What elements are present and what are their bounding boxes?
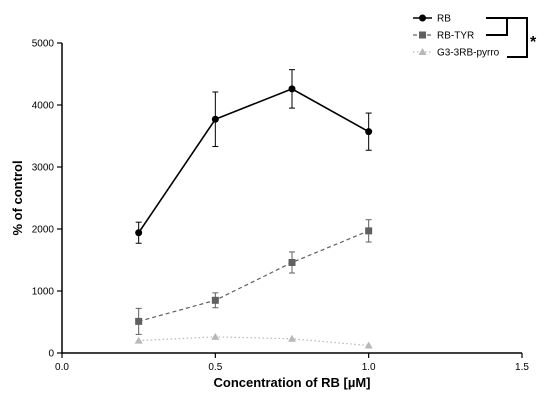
legend: RB RB-TYR G3-3RB-pyrro: [413, 14, 500, 59]
x-tick-label: 0.0: [55, 362, 69, 373]
series-0: [135, 69, 373, 244]
legend-marker: [419, 31, 426, 39]
data-point: [365, 128, 373, 136]
series-line: [138, 87, 370, 234]
data-point: [211, 296, 219, 304]
data-point: [288, 258, 296, 266]
y-ticks: 0 1000 2000 3000 4000 5000: [32, 39, 62, 360]
series-1: [135, 219, 373, 335]
data-point: [365, 227, 373, 235]
series-line: [138, 230, 369, 322]
x-tick-label: 0.5: [208, 362, 222, 373]
x-ticks: 0.0 0.5 1.0 1.5: [55, 353, 529, 373]
y-tick-label: 4000: [32, 101, 55, 112]
y-tick-label: 5000: [32, 39, 55, 50]
axes: [61, 43, 522, 354]
series-layer: [134, 69, 373, 349]
x-tick-label: 1.0: [362, 362, 376, 373]
x-axis-title: Concentration of RB [µM]: [214, 375, 371, 390]
data-point: [211, 332, 220, 340]
data-point: [135, 229, 143, 237]
significance-bracket-inner: [486, 18, 508, 36]
legend-label: RB-TYR: [437, 31, 474, 42]
significance-marker: *: [530, 34, 537, 51]
data-point: [288, 85, 296, 93]
y-tick-label: 3000: [32, 163, 55, 174]
legend-label: G3-3RB-pyrro: [437, 48, 500, 59]
y-axis-title: % of control: [10, 160, 25, 235]
significance-bracket: *: [486, 17, 537, 58]
y-tick-label: 1000: [32, 287, 55, 298]
data-point: [135, 317, 143, 325]
data-point: [364, 341, 373, 349]
data-point: [134, 336, 143, 344]
legend-marker: [419, 14, 426, 22]
series-line: [138, 336, 369, 347]
data-point: [211, 115, 219, 123]
legend-marker: [418, 48, 427, 55]
x-tick-label: 1.5: [515, 362, 529, 373]
y-tick-label: 0: [48, 349, 54, 360]
y-tick-label: 2000: [32, 225, 55, 236]
series-2: [134, 332, 373, 349]
data-point: [288, 334, 296, 342]
legend-label: RB: [437, 14, 451, 25]
